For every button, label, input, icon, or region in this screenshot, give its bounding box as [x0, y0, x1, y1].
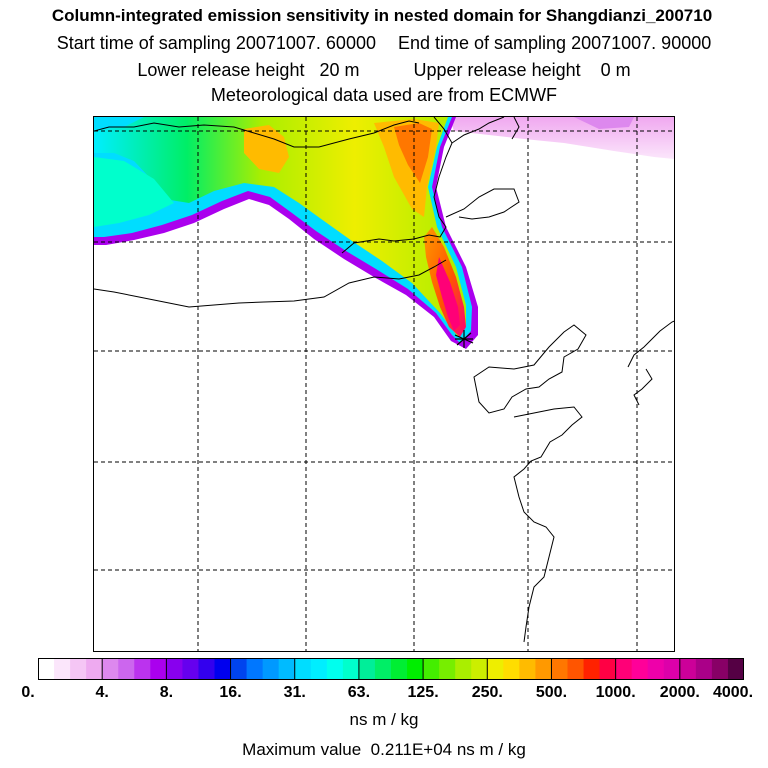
colorbar-tick-label: 8. [159, 684, 174, 701]
colorbar-segment [134, 658, 151, 680]
colorbar-segment [487, 658, 504, 680]
colorbar-tick-labels: 0. 4. 8. 16. 31. 63. 125. 250. 500. 1000. 2000. 400… [0, 684, 768, 704]
colorbar-tick-label: 63. [347, 684, 371, 701]
map-grid [94, 117, 674, 651]
plume-green-body [94, 117, 466, 337]
colorbar-segment [551, 658, 568, 680]
map-coastlines [94, 117, 674, 643]
colorbar-segment [294, 658, 312, 680]
colorbar-segment [439, 658, 456, 680]
upper-height-value: 0 m [600, 60, 631, 80]
plume-orange-upper [244, 125, 289, 173]
upper-height-label: Upper release height [413, 60, 581, 80]
colorbar-tick-label: 500. [535, 684, 568, 701]
colorbar-segment [679, 658, 697, 680]
colorbar-border [38, 658, 744, 680]
colorbar-segment [663, 658, 681, 680]
colorbar-segment [326, 658, 344, 680]
colorbar-segment [647, 658, 665, 680]
colorbar-tick-label: 1000. [595, 684, 636, 701]
colorbar-segment [615, 658, 633, 680]
upper-release-height: Upper release height 0 m [414, 60, 631, 81]
colorbar-segment [182, 658, 199, 680]
colorbar-segment [70, 658, 87, 680]
max-value: 0.211E+04 ns m / kg [370, 740, 526, 759]
colorbar-segment [214, 658, 232, 680]
colorbar-segment [583, 658, 601, 680]
plume-core-hot [436, 257, 460, 331]
lower-release-height: Lower release height 20 m [137, 60, 359, 81]
colorbar-segment [54, 658, 71, 680]
colorbar-segment [503, 658, 520, 680]
colorbar-segment [262, 658, 280, 680]
colorbar-segment [166, 658, 183, 680]
colorbar-segment [118, 658, 135, 680]
colorbar-segment [391, 658, 408, 680]
plume-low-band [449, 117, 674, 159]
colorbar-segment [631, 658, 649, 680]
sampling-times: Start time of sampling 20071007. 60000 En… [0, 33, 768, 54]
colorbar-segment [423, 658, 440, 680]
colorbar-segment [198, 658, 215, 680]
start-time-value: 20071007. 60000 [235, 33, 376, 53]
colorbar-segment [727, 658, 744, 680]
colorbar-segment [86, 658, 103, 680]
end-time: End time of sampling 20071007. 90000 [398, 33, 711, 54]
lower-height-label: Lower release height [137, 60, 305, 80]
start-time-label: Start time of sampling [56, 33, 231, 53]
start-time: Start time of sampling 20071007. 60000 [57, 33, 376, 54]
colorbar-tick-label: 31. [283, 684, 306, 701]
colorbar-tick-label: 2000. [659, 684, 700, 701]
colorbar-tick-label: 16. [219, 684, 242, 701]
colorbar-segment [278, 658, 296, 680]
colorbar-segment [535, 658, 552, 680]
colorbar-segment [150, 658, 167, 680]
max-label: Maximum value [242, 740, 362, 759]
lower-height-value: 20 m [319, 60, 360, 80]
map-canvas [94, 117, 674, 651]
plot-title: Column-integrated emission sensitivity i… [51, 6, 713, 25]
colorbar-segment [358, 658, 376, 680]
colorbar-segment [455, 658, 472, 680]
colorbar-segment [230, 658, 248, 680]
colorbar-segment [310, 658, 328, 680]
colorbar-segment [599, 658, 617, 680]
sensitivity-map [93, 116, 675, 652]
maximum-value: Maximum value 0.211E+04 ns m / kg [0, 740, 768, 760]
star-icon [454, 330, 474, 348]
end-time-label: End time of sampling [397, 33, 567, 53]
colorbar-segment [246, 658, 264, 680]
colorbar-tick-label: 0. [21, 684, 35, 701]
colorbar-segment [102, 658, 119, 680]
colorbar-tick-label: 4. [95, 684, 109, 701]
colorbar-segment [407, 658, 424, 680]
colorbar-tick-label: 250. [471, 684, 503, 701]
plume-red-central [394, 123, 432, 183]
colorbar-segment [342, 658, 360, 680]
colorbar-tick-label: 4000. [712, 684, 754, 701]
colorbar-segment [374, 658, 392, 680]
colorbar-segment [567, 658, 585, 680]
colorbar-segment [695, 658, 713, 680]
colorbar [38, 658, 744, 680]
plume-inner-light [94, 157, 174, 227]
plume-low-band-spot [574, 117, 634, 129]
colorbar-segment [38, 658, 55, 680]
colorbar-tick-label: 125. [407, 684, 439, 701]
end-time-value: 20071007. 90000 [571, 33, 712, 53]
colorbar-segment [471, 658, 488, 680]
colorbar-units: ns m / kg [349, 710, 419, 729]
release-heights: Lower release height 20 m Upper release h… [0, 60, 768, 81]
colorbar-segment [711, 658, 729, 680]
colorbar-segment [519, 658, 536, 680]
met-data-note: Meteorological data used are from ECMWF [210, 85, 558, 105]
